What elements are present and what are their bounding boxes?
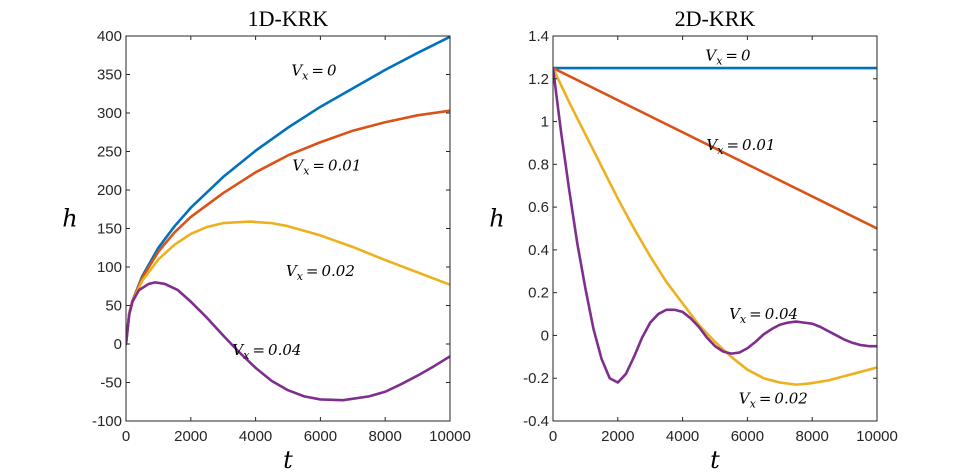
series-line-v-x-0-01 (553, 66, 877, 230)
series-line-v-x-0-02 (126, 220, 450, 346)
y-tick-label: 200 (97, 182, 122, 199)
y-tick-label: -0.4 (523, 413, 549, 430)
series-annotation: Vx = 0.02 (739, 390, 808, 411)
series-annotation: Vx = 0.01 (292, 156, 361, 177)
x-tick-label: 10000 (856, 428, 898, 445)
y-tick-label: 0.8 (528, 156, 549, 173)
series-annotation: Vx = 0.04 (232, 341, 301, 362)
x-axis-label: t (283, 446, 293, 473)
x-tick-label: 2000 (601, 428, 634, 445)
x-tick-label: 4000 (239, 428, 272, 445)
chart-1d-krk: 0 2000 4000 6000 8000 10000 -100 -50 0 50 100 150 20… (62, 6, 471, 473)
y-tick-label: 350 (97, 67, 122, 84)
x-tick-label: 0 (122, 428, 130, 445)
y-tick-label: 0 (541, 327, 549, 344)
y-tick-label: 50 (105, 298, 122, 315)
x-tick-label: 2000 (174, 428, 207, 445)
series-line-v-x-0-04 (126, 281, 450, 402)
series-annotation: Vx = 0 (291, 62, 337, 83)
y-tick-label: 1.2 (528, 71, 549, 88)
axes-frame (552, 35, 878, 422)
series-line-v-x-0-04 (553, 66, 877, 384)
x-axis-label: t (710, 446, 720, 473)
x-tick-label: 6000 (304, 428, 337, 445)
axes-frame (125, 35, 451, 422)
chart-title: 2D-KRK (675, 6, 756, 31)
y-tick-label: 150 (97, 221, 122, 238)
y-tick-label: 0.4 (528, 242, 549, 259)
chart-title: 1D-KRK (248, 6, 329, 31)
x-tick-label: 10000 (429, 428, 471, 445)
y-tick-label: 1 (541, 114, 549, 131)
y-axis-label: h (62, 205, 77, 233)
x-tick-label: 0 (549, 428, 557, 445)
series-line-v-x-0-02 (553, 66, 877, 386)
chart-2d-krk: 0 2000 4000 6000 8000 10000 -0.4 -0.2 0 0.2 0.4 0.6… (489, 6, 898, 473)
y-axis-label: h (489, 205, 504, 233)
y-tick-label: 0 (114, 336, 122, 353)
y-tick-label: -50 (100, 375, 122, 392)
y-tick-label: 100 (97, 259, 122, 276)
x-tick-label: 4000 (666, 428, 699, 445)
y-tick-label: 400 (97, 28, 122, 45)
y-tick-label: -100 (92, 413, 122, 430)
y-tick-label: 250 (97, 144, 122, 161)
series-annotation: Vx = 0 (705, 46, 751, 67)
y-tick-label: 1.4 (528, 28, 549, 45)
y-tick-label: 300 (97, 105, 122, 122)
y-tick-label: -0.2 (523, 370, 549, 387)
series-annotation: Vx = 0.01 (706, 136, 775, 157)
x-tick-label: 8000 (796, 428, 829, 445)
y-tick-label: 0.6 (528, 199, 549, 216)
x-tick-label: 8000 (369, 428, 402, 445)
series-annotation: Vx = 0.04 (729, 305, 798, 326)
series-annotation: Vx = 0.02 (286, 262, 355, 283)
series-line-v-x-0 (126, 36, 450, 346)
x-tick-label: 6000 (731, 428, 764, 445)
y-tick-label: 0.2 (528, 285, 549, 302)
